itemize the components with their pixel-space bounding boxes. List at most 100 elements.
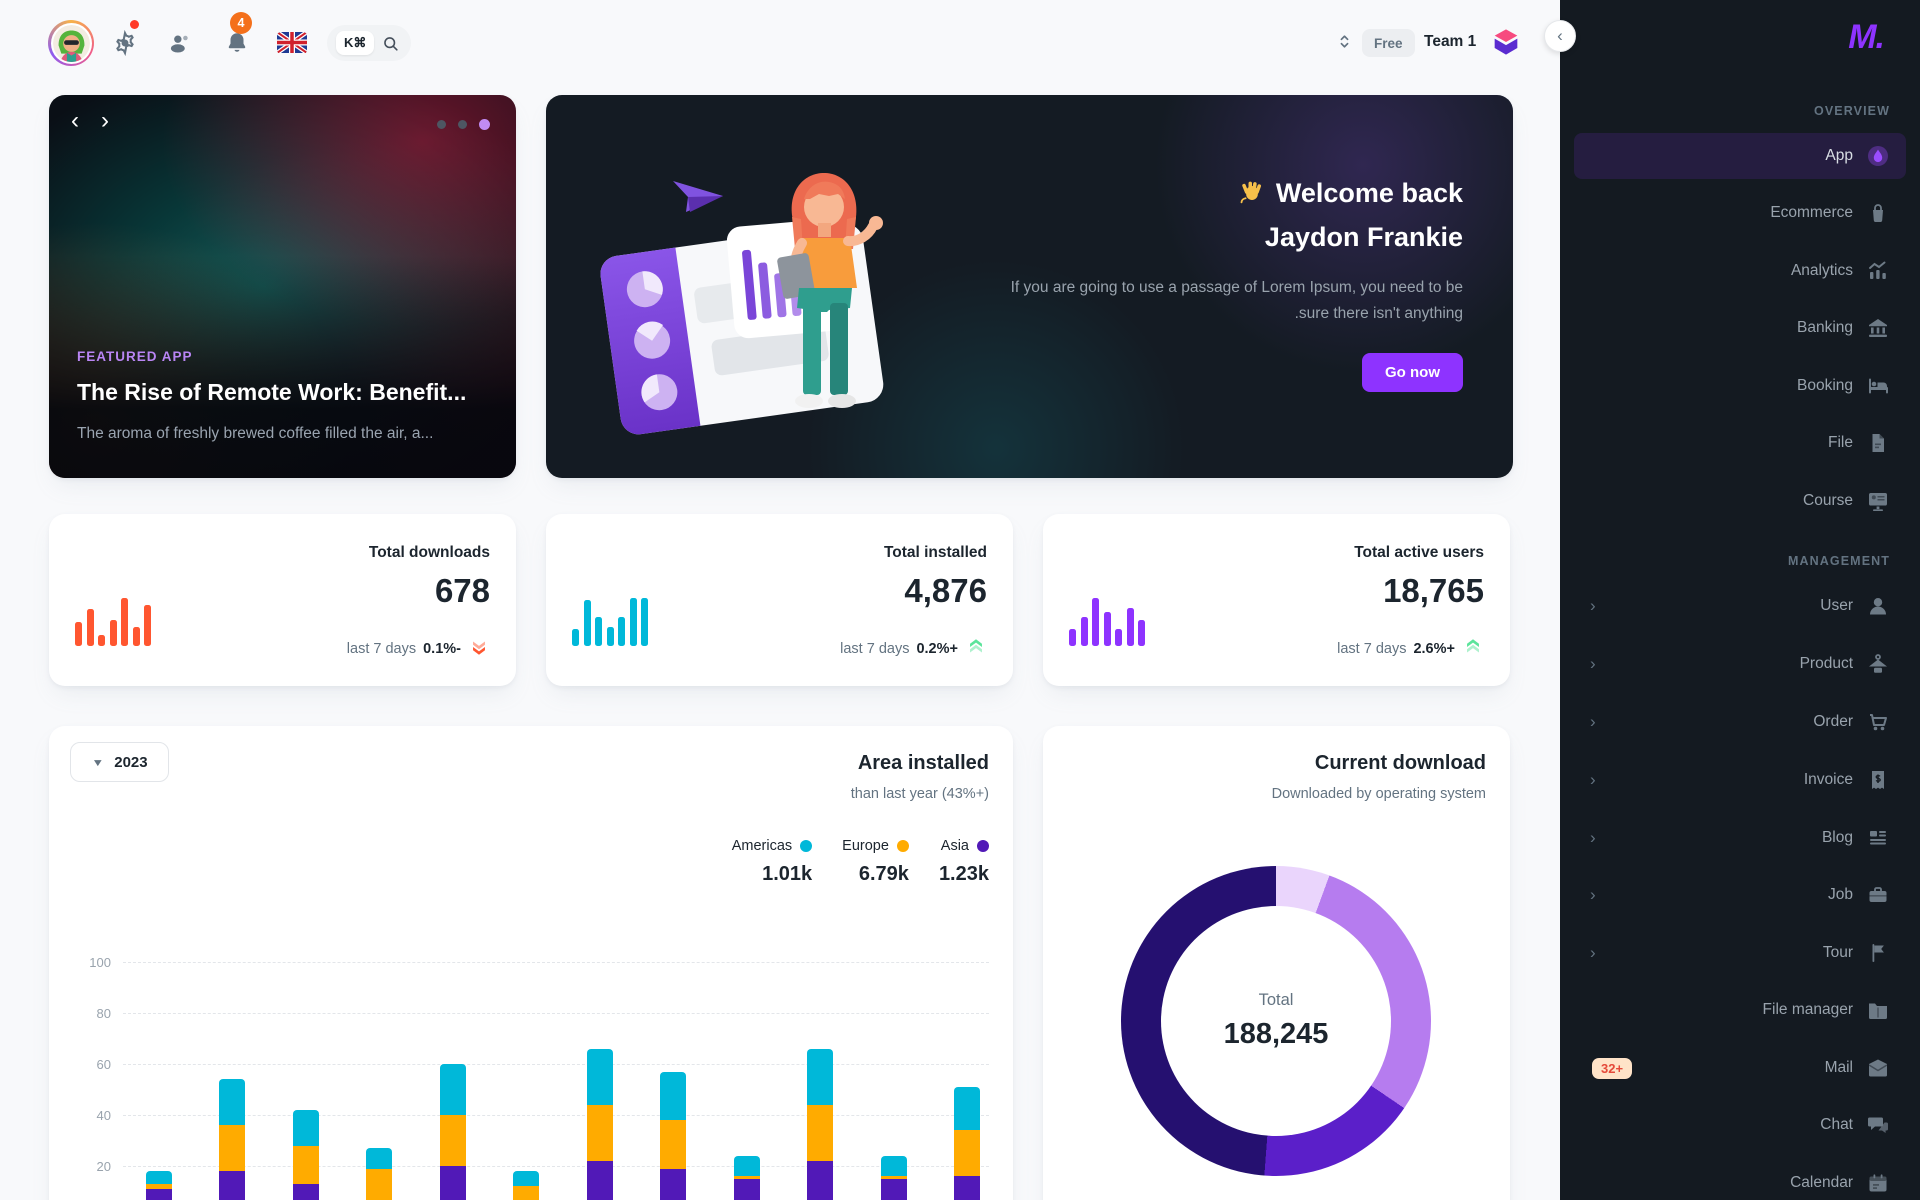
sidebar-item-blog[interactable]: › Blog (1574, 815, 1906, 861)
sidebar-item-product[interactable]: › Product (1574, 641, 1906, 687)
featured-app-card[interactable]: ‹ › FEATURED APP The Rise of Remote Work… (49, 95, 516, 478)
spark-bar (75, 622, 82, 646)
settings-alert-dot (130, 20, 139, 29)
stat-period: last 7 days 0.2%+ (840, 636, 987, 662)
spark-bar (109, 620, 117, 646)
tour-icon (1866, 941, 1890, 965)
workspace-switch-icon[interactable] (1334, 31, 1355, 52)
app-icon (1866, 144, 1890, 168)
bar-segment (366, 1168, 393, 1200)
sidebar-item-course[interactable]: Course (1574, 478, 1906, 524)
bar-segment (953, 1130, 980, 1177)
spark-bar (606, 627, 614, 646)
sidebar-item-mail[interactable]: 32+ Mail (1574, 1045, 1906, 1091)
sidebar-item-label: Calendar (1790, 1174, 1853, 1191)
sidebar-item-label: Blog (1821, 829, 1853, 846)
sidebar-item-booking[interactable]: Booking (1574, 363, 1906, 409)
job-icon (1866, 883, 1890, 907)
sidebar-item-file[interactable]: File (1574, 420, 1906, 466)
analytics-icon (1866, 259, 1890, 283)
gridline (123, 1064, 989, 1065)
sidebar-item-file-manager[interactable]: File manager (1574, 987, 1906, 1033)
spark-bar (572, 629, 579, 646)
team-logo-icon (1490, 26, 1522, 58)
sidebar-item-app[interactable]: App (1574, 133, 1906, 179)
featured-title[interactable]: The Rise of Remote Work: Benefit... (77, 379, 467, 405)
bar-segment (219, 1171, 246, 1200)
language-flag-uk-icon[interactable] (277, 32, 307, 54)
sidebar-item-order[interactable]: › Order (1574, 699, 1906, 745)
year-select[interactable]: ▼ 2023 (70, 742, 169, 782)
chart-legend: Americas 1.01k Europe 6.79k Asia 1.23k (732, 838, 989, 886)
bar-segment (439, 1115, 466, 1166)
avatar[interactable] (48, 20, 94, 66)
search-input[interactable]: K⌘ (327, 25, 411, 61)
donut-chart-title: Current download (1314, 752, 1486, 774)
course-icon (1866, 489, 1890, 513)
stacked-bar (292, 1109, 319, 1200)
sidebar-item-label: Analytics (1790, 262, 1853, 279)
avatar-image (50, 22, 92, 64)
y-axis-tick-label: 100 (89, 955, 111, 970)
trend-up-icon (1462, 636, 1484, 662)
welcome-illustration (600, 173, 884, 435)
stacked-bar (146, 1171, 172, 1200)
search-shortcut-key: K⌘ (336, 31, 375, 55)
sidebar-item-tour[interactable]: › Tour (1574, 930, 1906, 976)
bar-segment (660, 1120, 687, 1169)
carousel-dot[interactable] (437, 120, 446, 129)
sidebar-item-ecommerce[interactable]: Ecommerce (1574, 190, 1906, 236)
sidebar-item-chat[interactable]: Chat (1574, 1102, 1906, 1148)
stacked-bar (953, 1086, 980, 1200)
stat-delta: 2.6%+ (1413, 641, 1455, 657)
donut-center: Total 188,245 (1161, 906, 1391, 1136)
invoice-icon (1866, 768, 1890, 792)
sidebar-item-label: User (1820, 597, 1853, 614)
legend-item-americas: Americas 1.01k (732, 838, 813, 886)
bar-segment (586, 1104, 613, 1161)
team-selector[interactable]: Team 1 (1424, 33, 1477, 50)
stat-period: last 7 days 0.1%- (347, 636, 490, 662)
legend-label: Europe (842, 838, 889, 854)
trend-down-icon (468, 636, 490, 662)
stat-label: Total installed (883, 544, 987, 561)
sidebar-item-analytics[interactable]: Analytics (1574, 248, 1906, 294)
settings-gear-icon[interactable] (112, 30, 138, 56)
carousel-dot-active[interactable] (479, 119, 490, 130)
stacked-bar (513, 1171, 540, 1200)
contacts-icon[interactable] (167, 30, 193, 56)
sidebar-section-label: OVERVIEW (1814, 104, 1890, 118)
legend-dot (977, 840, 989, 852)
sidebar-item-job[interactable]: › Job (1574, 872, 1906, 918)
bar-segment (366, 1148, 393, 1169)
stacked-bar (880, 1155, 907, 1200)
sidebar-item-label: Course (1803, 492, 1853, 509)
stat-period-text: last 7 days (346, 641, 417, 657)
bar-segment (439, 1166, 466, 1200)
legend-value: 6.79k (858, 863, 909, 885)
carousel-dot[interactable] (458, 120, 467, 129)
sidebar-item-user[interactable]: › User (1574, 583, 1906, 629)
go-now-button[interactable]: Go now (1362, 353, 1463, 392)
mini-bar-chart (572, 598, 648, 646)
sidebar-item-calendar[interactable]: Calendar (1574, 1160, 1906, 1200)
y-axis-tick-label: 40 (96, 1108, 111, 1123)
bar-segment (880, 1176, 907, 1179)
carousel-prev-icon[interactable]: ‹ (71, 107, 79, 134)
sidebar-item-invoice[interactable]: › Invoice (1574, 757, 1906, 803)
notifications-bell-icon[interactable] (224, 30, 250, 56)
legend-label: Asia (940, 838, 969, 854)
sidebar-item-label: Chat (1820, 1116, 1853, 1133)
mail-count-badge: 32+ (1592, 1057, 1633, 1079)
sidebar-collapse-button[interactable]: ‹ (1544, 20, 1576, 52)
gridline (123, 1013, 989, 1014)
brand-logo[interactable]: M. (1848, 18, 1885, 56)
featured-subtitle: The aroma of freshly brewed coffee fille… (77, 425, 434, 442)
sidebar-item-banking[interactable]: Banking (1574, 305, 1906, 351)
carousel-next-icon[interactable]: › (101, 107, 109, 134)
spark-bar (132, 627, 140, 646)
bar-segment (807, 1160, 834, 1200)
spark-bar (98, 635, 105, 646)
stacked-bar (807, 1048, 834, 1200)
